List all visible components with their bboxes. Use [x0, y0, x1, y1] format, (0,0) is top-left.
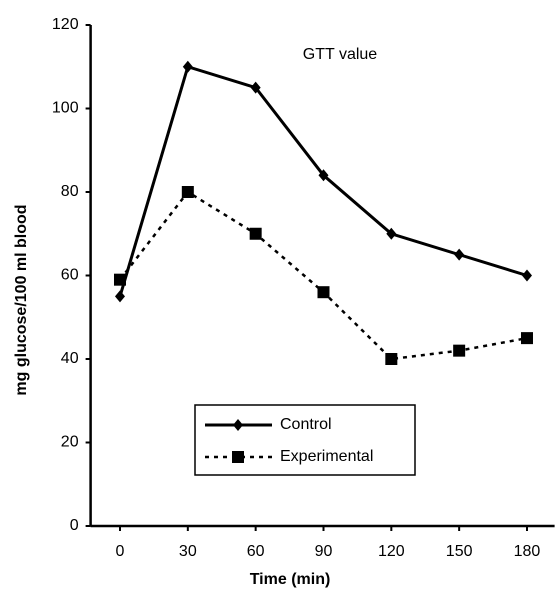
data-point: [181, 186, 194, 198]
x-tick-label: 90: [315, 543, 333, 560]
y-axis-label: mg glucose/100 ml blood: [13, 204, 30, 395]
x-tick-label: 120: [378, 543, 405, 560]
data-point: [521, 269, 532, 282]
x-tick-label: 150: [446, 543, 473, 560]
data-point: [182, 60, 193, 73]
data-point: [114, 290, 125, 303]
legend-label: Control: [280, 416, 332, 433]
data-point: [318, 169, 329, 182]
legend-box: [194, 404, 416, 476]
y-tick-label: 80: [61, 183, 79, 200]
y-tick-label: 20: [61, 434, 79, 451]
y-tick-label: 100: [52, 100, 79, 117]
x-tick-label: 0: [116, 543, 125, 560]
data-point: [385, 353, 398, 365]
data-point: [317, 286, 330, 299]
legend-label: Experimental: [280, 448, 373, 465]
series-line: [118, 64, 528, 297]
x-tick-label: 60: [247, 543, 265, 560]
series-line: [119, 190, 528, 361]
y-tick-label: 0: [70, 517, 79, 534]
legend-marker: [233, 419, 243, 431]
data-point: [249, 227, 262, 240]
x-tick-label: 180: [514, 543, 541, 560]
y-tick-label: 120: [52, 16, 79, 33]
data-point: [386, 227, 397, 240]
data-point: [454, 248, 465, 261]
legend-marker: [232, 451, 244, 463]
data-point: [113, 273, 126, 286]
data-point: [453, 344, 466, 357]
x-axis-label: Time (min): [250, 571, 331, 588]
data-point: [520, 332, 533, 345]
y-tick-label: 40: [61, 350, 79, 367]
chart-title: GTT value: [303, 46, 378, 63]
data-point: [250, 81, 261, 94]
y-tick-label: 60: [61, 267, 79, 284]
x-tick-label: 30: [179, 543, 197, 560]
